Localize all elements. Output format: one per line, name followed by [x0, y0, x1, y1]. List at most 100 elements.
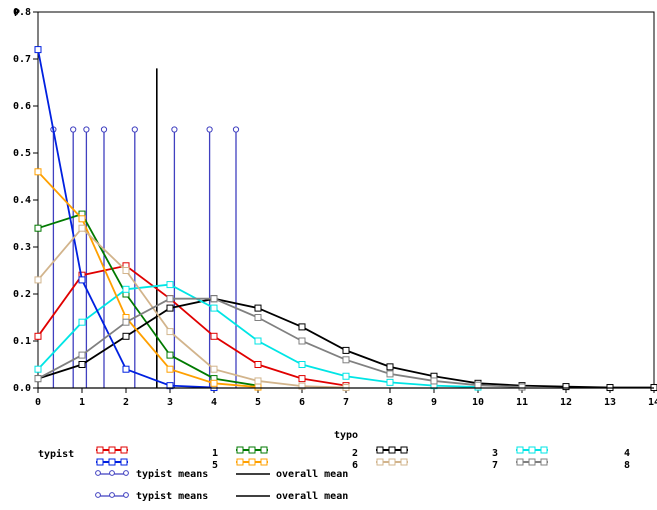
series-point: [342, 372, 350, 380]
legend-swatch-marker: [540, 458, 548, 466]
legend-item-6: 6: [236, 458, 358, 471]
x-tick-label: 0: [35, 397, 41, 408]
series-point: [166, 281, 174, 289]
series-line: [37, 213, 259, 387]
legend: typist 1 2 3 4 5 6 7 8 typist means overall mean ty…: [38, 446, 630, 502]
series-point: [34, 332, 42, 340]
legend-means-marker: [123, 492, 129, 498]
series-point: [78, 361, 86, 368]
series-point: [122, 267, 130, 274]
y-tick-label: 0.6: [13, 101, 31, 112]
typist-mean-marker: [232, 126, 240, 133]
series-point: [298, 361, 306, 368]
series-lines: [34, 46, 657, 392]
legend-label: 3: [492, 448, 498, 459]
legend-swatch-marker: [248, 446, 256, 454]
x-tick-label: 3: [167, 397, 173, 408]
y-tick-label: 0.4: [13, 195, 31, 206]
legend-swatch-marker: [528, 458, 536, 466]
legend-means-label: typist means: [136, 468, 208, 480]
legend-swatch-marker: [260, 446, 268, 454]
legend-item-5: 5: [96, 458, 218, 471]
x-tick-label: 10: [472, 397, 484, 408]
series-point: [210, 365, 218, 373]
legend-label: 4: [624, 448, 630, 459]
series-point: [386, 363, 394, 371]
legend-swatch-marker: [516, 446, 524, 454]
legend-item-2: 2: [236, 446, 358, 459]
series-point: [298, 323, 306, 331]
series-point: [298, 337, 306, 345]
series-point: [254, 314, 262, 321]
legend-label: 5: [212, 460, 218, 471]
x-tick-label: 4: [211, 397, 217, 408]
legend-means-marker: [109, 470, 115, 476]
legend-label: 6: [352, 460, 358, 471]
series-line: [37, 264, 347, 387]
y-tick-label: 0.7: [13, 54, 31, 65]
series-point: [166, 295, 174, 303]
series-point: [254, 361, 262, 368]
series-point: [210, 304, 218, 312]
legend-swatch-marker: [236, 446, 244, 454]
legend-swatch-marker: [388, 458, 396, 466]
legend-overall-mean: overall mean: [236, 469, 348, 480]
series-point: [342, 356, 350, 364]
series-point: [474, 381, 482, 389]
legend-swatch-marker: [248, 458, 256, 466]
legend-typist-means: typist means: [95, 490, 208, 502]
series-6: [34, 168, 262, 391]
x-tick-label: 7: [343, 397, 349, 408]
series-point: [210, 332, 218, 340]
y-tick-label: 0.8: [13, 7, 31, 18]
series-point: [342, 346, 350, 354]
series-point: [518, 383, 526, 391]
y-axis: 0.0 0.1 0.2 0.3 0.4 0.5 0.6 0.7 0.8: [13, 7, 38, 394]
legend-swatch-marker: [96, 446, 104, 454]
series-point: [78, 224, 86, 232]
legend-swatch-marker: [388, 446, 396, 454]
series-point: [254, 304, 262, 312]
plot-border: [37, 11, 655, 389]
x-tick-label: 8: [387, 397, 393, 408]
typist-mean-marker: [206, 126, 213, 133]
x-tick-label: 5: [255, 397, 261, 408]
series-point: [166, 365, 174, 373]
legend-means-marker: [95, 492, 101, 498]
legend-means-label: typist means: [136, 490, 208, 502]
x-tick-label: 2: [123, 397, 129, 408]
series-point: [34, 224, 42, 232]
legend-swatch-marker: [528, 446, 536, 454]
legend-item-3: 3: [376, 446, 498, 459]
legend-typist-means: typist means: [95, 468, 208, 480]
typist-mean-marker: [100, 126, 108, 133]
typist-mean-marker: [70, 126, 77, 133]
y-tick-label: 0.2: [13, 289, 31, 300]
y-tick-label: 0.1: [13, 336, 31, 347]
legend-title: typist: [38, 448, 74, 460]
legend-means-marker: [123, 470, 129, 476]
mean-lines: [50, 68, 240, 388]
series-point: [254, 377, 262, 385]
legend-label: 8: [624, 460, 630, 471]
legend-swatch-marker: [120, 446, 128, 454]
legend-item-7: 7: [376, 458, 498, 471]
legend-item-8: 8: [516, 458, 630, 471]
x-tick-label: 13: [604, 397, 616, 408]
series-point: [166, 328, 174, 336]
x-tick-label: 12: [560, 397, 572, 408]
series-point: [122, 365, 130, 373]
series-point: [210, 295, 218, 303]
legend-item-4: 4: [516, 446, 630, 459]
legend-label: 7: [492, 460, 498, 471]
legend-label: 2: [352, 448, 358, 459]
legend-swatch-marker: [540, 446, 548, 454]
y-axis-label: P: [14, 8, 20, 19]
series-point: [386, 370, 394, 378]
x-tick-label: 6: [299, 397, 305, 408]
x-tick-label: 1: [79, 397, 85, 408]
typist-mean-marker: [171, 126, 178, 133]
series-point: [166, 351, 174, 359]
legend-swatch-marker: [400, 446, 408, 454]
